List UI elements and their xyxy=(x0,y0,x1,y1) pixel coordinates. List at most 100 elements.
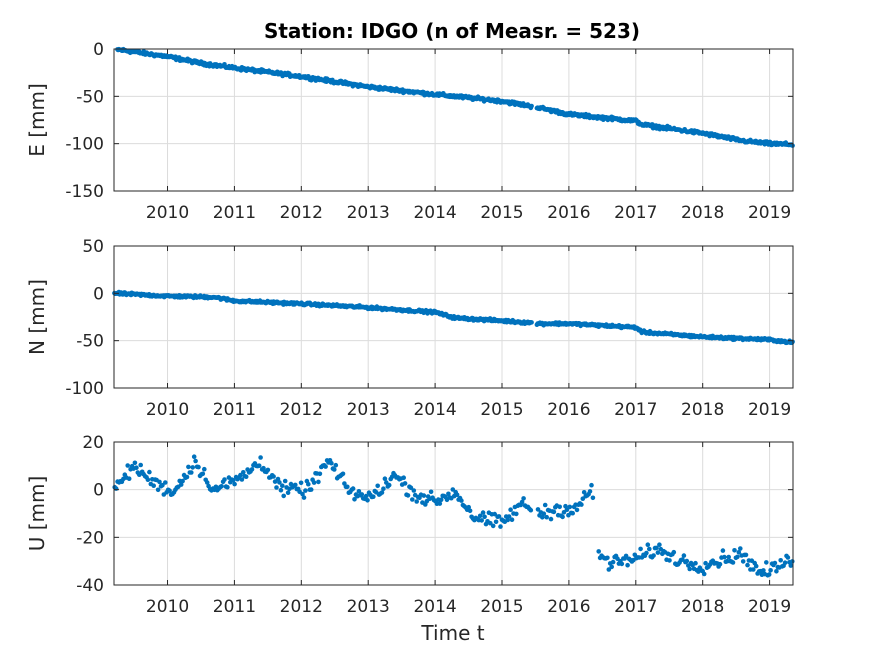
data-point xyxy=(340,471,346,477)
data-point xyxy=(379,490,385,495)
data-point xyxy=(625,562,630,568)
data-point xyxy=(738,546,743,551)
data-point xyxy=(785,555,791,560)
data-point xyxy=(145,477,151,483)
data-point xyxy=(529,103,534,109)
data-point xyxy=(186,464,191,470)
data-point xyxy=(178,482,184,487)
x-tick-label: 2011 xyxy=(213,597,256,617)
data-point xyxy=(488,520,493,526)
data-point xyxy=(684,558,690,564)
data-point xyxy=(278,487,284,493)
x-tick-label: 2018 xyxy=(681,400,724,420)
data-point xyxy=(333,462,339,468)
x-tick-label: 2018 xyxy=(681,597,724,617)
data-point xyxy=(454,492,460,498)
data-point xyxy=(564,507,570,512)
data-point xyxy=(329,460,334,466)
data-point xyxy=(730,560,736,565)
data-point xyxy=(548,516,554,522)
y-tick-label: -50 xyxy=(76,87,104,107)
data-point xyxy=(764,560,769,565)
x-tick-label: 2010 xyxy=(146,203,189,223)
y-tick-label: -100 xyxy=(65,379,104,399)
y-tick-label: -150 xyxy=(65,182,104,202)
data-point xyxy=(332,467,337,472)
data-point xyxy=(411,488,417,493)
data-point xyxy=(726,554,731,560)
data-point xyxy=(644,550,649,556)
data-point xyxy=(196,464,201,470)
x-tick-label: 2012 xyxy=(280,203,323,223)
axes-frame xyxy=(113,245,794,389)
data-point xyxy=(655,550,661,555)
data-point xyxy=(482,514,487,520)
data-point xyxy=(298,480,304,486)
data-point xyxy=(657,542,662,547)
data-point xyxy=(609,564,614,570)
data-point xyxy=(720,548,726,553)
x-tick-label: 2014 xyxy=(413,400,456,420)
data-point xyxy=(509,517,515,522)
data-point xyxy=(540,515,545,520)
data-point xyxy=(477,513,483,519)
data-point xyxy=(184,474,190,480)
x-tick-label: 2014 xyxy=(413,597,456,617)
subplots: 2010 2011 2012 2013 2014 2015 2016 2017 2018 2019… xyxy=(25,40,795,617)
data-point xyxy=(544,514,549,520)
data-point xyxy=(623,553,629,559)
data-point xyxy=(193,458,198,464)
x-tick-label: 2016 xyxy=(547,203,590,223)
data-point xyxy=(596,549,601,554)
data-point xyxy=(671,549,677,555)
data-point xyxy=(450,487,456,492)
data-point xyxy=(356,489,362,494)
data-point xyxy=(519,499,525,505)
data-point xyxy=(282,478,288,484)
x-tick-label: 2010 xyxy=(146,597,189,617)
data-point xyxy=(574,507,580,513)
data-point xyxy=(772,560,778,566)
data-point xyxy=(479,518,485,523)
data-point xyxy=(542,502,548,508)
data-point xyxy=(619,561,625,567)
data-point xyxy=(590,495,596,501)
data-point xyxy=(190,465,195,470)
data-point xyxy=(774,569,779,574)
x-tick-label: 2013 xyxy=(347,400,390,420)
data-point xyxy=(421,493,427,498)
data-point xyxy=(778,558,783,563)
y-axis-label: E [mm] xyxy=(25,83,49,157)
data-point xyxy=(293,482,298,488)
data-point xyxy=(265,467,271,473)
data-point xyxy=(736,550,742,555)
x-tick-label: 2017 xyxy=(614,400,657,420)
data-point xyxy=(232,481,237,487)
data-point xyxy=(438,497,444,503)
data-point xyxy=(654,545,659,551)
data-point xyxy=(345,484,350,490)
data-point xyxy=(285,490,291,496)
data-point xyxy=(200,471,206,477)
plot-area xyxy=(113,48,794,192)
x-tick-label: 2012 xyxy=(280,400,323,420)
data-point xyxy=(667,558,672,563)
data-point xyxy=(446,491,451,497)
x-tick-label: 2014 xyxy=(413,203,456,223)
data-point xyxy=(132,460,138,466)
chart-title: Station: IDGO (n of Measr. = 523) xyxy=(264,19,640,43)
data-point xyxy=(529,320,534,325)
data-point xyxy=(381,486,386,492)
data-point xyxy=(645,542,651,547)
data-point xyxy=(496,514,502,519)
y-tick-label: -20 xyxy=(76,528,104,548)
data-point xyxy=(157,479,162,485)
data-point xyxy=(303,488,308,493)
y-tick-label: -40 xyxy=(76,576,104,596)
data-point xyxy=(134,465,139,471)
data-point xyxy=(405,493,411,498)
data-point xyxy=(551,509,557,515)
data-point xyxy=(167,488,172,494)
x-tick-label: 2016 xyxy=(547,400,590,420)
x-tick-label: 2013 xyxy=(347,203,390,223)
